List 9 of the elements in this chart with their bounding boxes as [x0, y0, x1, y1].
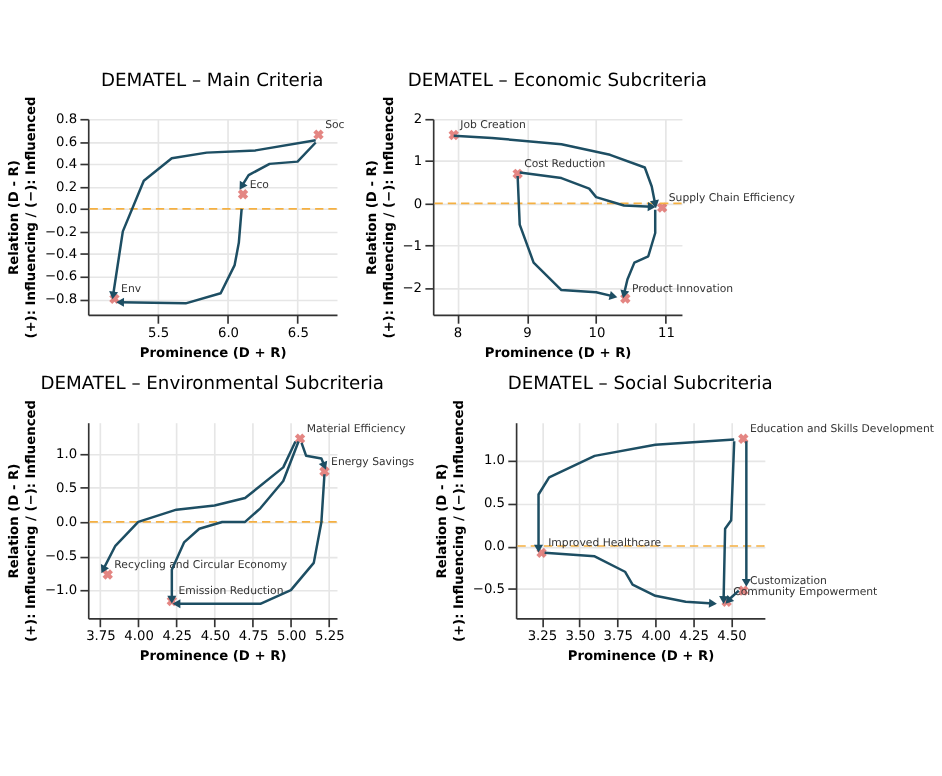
point [656, 202, 668, 213]
point [102, 569, 113, 580]
point [313, 129, 324, 140]
chart-title: DEMATEL – Main Criteria [101, 71, 324, 92]
point [294, 433, 306, 444]
chart-title: DEMATEL – Environmental Subcriteria [40, 375, 385, 396]
chart-title: DEMATEL – Economic Subcriteria [407, 71, 707, 92]
chart-title: DEMATEL – Social Subcriteria [507, 375, 773, 396]
point [237, 189, 249, 200]
